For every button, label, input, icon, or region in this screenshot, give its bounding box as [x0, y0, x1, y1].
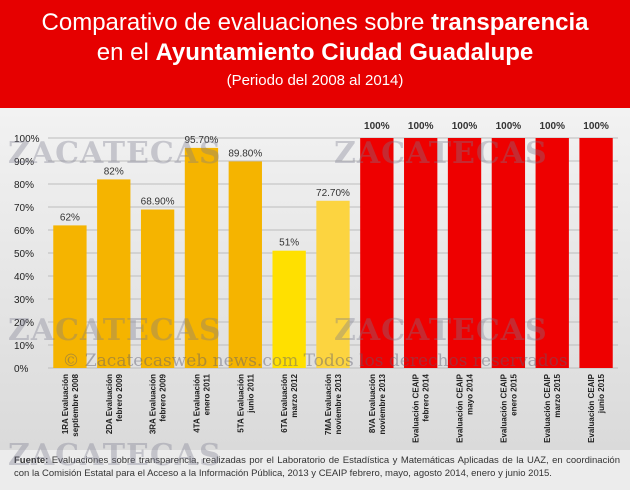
x-tick-label-line: 3RA Evaluación	[149, 374, 158, 434]
x-tick-label: Evaluación CEAIP junio 2015	[587, 373, 606, 443]
x-tick-label-line: Evaluación CEAIP	[456, 373, 465, 443]
x-tick-label-line: 8VA Evaluación	[368, 374, 377, 433]
x-tick-label-line: Evaluación CEAIP	[499, 373, 508, 443]
bar	[535, 138, 569, 368]
x-tick-label: 7MA Evaluación noviembre 2013	[324, 373, 343, 435]
bar	[53, 225, 87, 368]
x-tick-label-line: marzo 2012	[290, 373, 299, 417]
y-tick-label: 60%	[14, 226, 34, 237]
data-label: 72.70%	[316, 188, 350, 199]
data-label: 51%	[279, 238, 299, 249]
source-text: Evaluaciones sobre transparencia, realiz…	[14, 455, 620, 479]
bar	[272, 250, 306, 368]
title-part-2: en el	[96, 39, 156, 66]
data-label: 100%	[583, 121, 609, 132]
y-tick-label: 70%	[14, 203, 34, 214]
y-tick-label: 30%	[14, 295, 34, 306]
bar	[140, 209, 175, 368]
x-tick-label-line: noviembre 2013	[334, 373, 343, 434]
y-tick-label: 90%	[14, 157, 34, 168]
data-label: 89.80%	[228, 148, 262, 159]
x-tick-label-line: noviembre 2013	[378, 373, 387, 434]
title-bold-1: transparencia	[431, 9, 589, 36]
source-footnote: Fuente: Evaluaciones sobre transparencia…	[0, 450, 630, 490]
chart-subtitle: (Periodo del 2008 al 2014)	[226, 72, 404, 89]
y-tick-label: 50%	[14, 249, 34, 260]
x-tick-label-line: marzo 2015	[553, 373, 562, 417]
x-tick-label-line: septiembre 2008	[71, 373, 80, 436]
x-tick-label-line: 1RA Evaluación	[61, 374, 70, 434]
bar	[316, 200, 350, 368]
x-tick-label-line: febrero 2009	[159, 373, 168, 421]
x-tick-label: Evaluación CEAIP enero 2015	[499, 373, 518, 443]
x-tick-label-line: 2DA Evaluación	[105, 374, 114, 434]
x-tick-label-line: Evaluación CEAIP	[587, 373, 596, 443]
x-tick-label-line: 5TA Evaluación	[236, 374, 245, 433]
chart-title-line-1: Comparativo de evaluaciones sobre transp…	[0, 9, 630, 37]
x-tick-label-line: Evaluación CEAIP	[543, 373, 552, 443]
x-tick-label: 8VA Evaluación noviembre 2013	[368, 373, 387, 434]
bar	[491, 138, 526, 368]
chart-header: Comparativo de evaluaciones sobre transp…	[0, 0, 630, 108]
x-tick-label-line: junio 2015	[597, 373, 606, 414]
x-tick-label-line: 4TA Evaluación	[192, 374, 201, 433]
x-tick-label: 2DA Evaluación febrero 2009	[105, 373, 124, 434]
x-tick-label-line: Evaluación CEAIP	[412, 373, 421, 443]
x-tick-label-line: 7MA Evaluación	[324, 374, 333, 435]
data-label: 100%	[539, 121, 565, 132]
y-tick-label: 80%	[14, 180, 34, 191]
x-tick-label: Evaluación CEAIP mayo 2014	[456, 373, 475, 443]
x-tick-label: 5TA Evaluación junio 2011	[236, 373, 255, 432]
y-tick-label: 10%	[14, 341, 34, 352]
chart-area: 0% 10% 20% 30% 40% 50% 60% 70% 80% 90% 100% 62% 1RA …	[0, 108, 630, 450]
x-tick-label-line: junio 2011	[246, 373, 255, 413]
x-tick-label-line: 6TA Evaluación	[280, 374, 289, 433]
x-tick-label-line: febrero 2014	[422, 373, 431, 421]
x-tick-label-line: enero 2011	[202, 373, 211, 415]
y-tick-label: 0%	[14, 364, 29, 375]
bar	[184, 147, 219, 368]
data-label: 100%	[408, 121, 434, 132]
source-label: Fuente:	[14, 455, 49, 466]
x-tick-label: 3RA Evaluación febrero 2009	[149, 373, 168, 434]
watermark-copyright: © Zacatecasweb news.com Todos los derech…	[62, 351, 568, 371]
x-tick-label: Evaluación CEAIP febrero 2014	[412, 373, 431, 443]
x-tick-label: Evaluación CEAIP marzo 2015	[543, 373, 562, 443]
x-tick-label-line: enero 2015	[509, 373, 518, 415]
bar	[97, 179, 131, 368]
bar	[360, 138, 394, 368]
y-tick-label: 40%	[14, 272, 34, 283]
x-tick-label-line: mayo 2014	[466, 373, 475, 414]
data-label: 68.90%	[141, 197, 175, 208]
chart-title-line-2: en el Ayuntamiento Ciudad Guadalupe	[0, 39, 630, 67]
data-label: 82%	[104, 166, 124, 177]
title-bold-2: Ayuntamiento Ciudad Guadalupe	[155, 39, 534, 66]
data-label: 100%	[496, 121, 522, 132]
y-tick-label: 100%	[14, 134, 40, 145]
y-tick-label: 20%	[14, 318, 34, 329]
data-label: 95.70%	[185, 135, 219, 146]
x-tick-label: 1RA Evaluación septiembre 2008	[61, 373, 80, 436]
bar	[228, 161, 262, 368]
title-part-1: Comparativo de evaluaciones sobre	[41, 9, 432, 36]
x-tick-label: 4TA Evaluación enero 2011	[192, 373, 211, 432]
bar	[579, 138, 613, 368]
data-label: 100%	[364, 121, 390, 132]
bar-chart: 0% 10% 20% 30% 40% 50% 60% 70% 80% 90% 100% 62% 1RA …	[14, 121, 618, 443]
bar	[404, 138, 438, 368]
x-tick-label: 6TA Evaluación marzo 2012	[280, 373, 299, 432]
bar	[447, 138, 482, 368]
data-label: 100%	[452, 121, 478, 132]
data-label: 62%	[60, 212, 80, 223]
x-tick-label-line: febrero 2009	[115, 373, 124, 421]
